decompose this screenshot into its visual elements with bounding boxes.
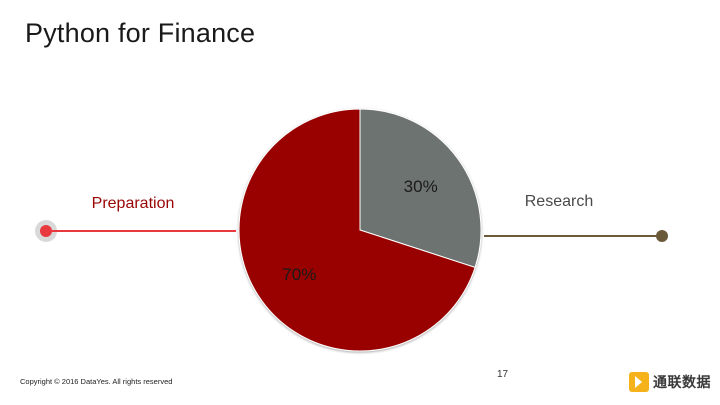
research-marker-dot	[656, 230, 668, 242]
page-number: 17	[497, 369, 509, 380]
datayes-logo: 通联数据	[629, 372, 711, 392]
logo-text: 通联数据	[653, 375, 711, 391]
slide-title: Python for Finance	[25, 18, 256, 48]
pie-data-label-preparation: 70%	[282, 265, 316, 284]
datayes-logo-icon	[629, 372, 649, 392]
pie-slice-research	[359, 108, 482, 269]
preparation-callout: Preparation	[35, 195, 236, 242]
pie-data-label-research: 30%	[404, 177, 438, 196]
pie-slice-preparation	[238, 108, 476, 352]
preparation-callout-label: Preparation	[92, 195, 175, 212]
research-callout: Research	[484, 193, 668, 242]
pie-slices	[238, 108, 482, 352]
research-callout-label: Research	[525, 193, 593, 210]
copyright-notice: Copyright © 2016 DataYes. All rights res…	[20, 377, 173, 386]
pie-data-labels: 30% 70%	[282, 177, 437, 284]
